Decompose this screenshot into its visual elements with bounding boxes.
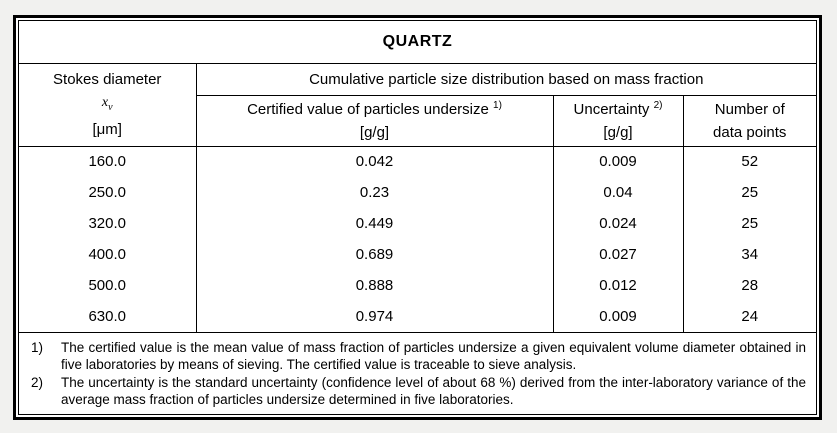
cell-diameter: 160.0 [19,146,197,177]
footnote-2-text: The uncertainty is the standard uncertai… [61,374,806,407]
cell-certified-value: 0.23 [196,177,554,208]
uncertainty-unit: [g/g] [603,123,633,141]
cell-diameter: 630.0 [19,301,197,332]
table-row: 630.0 0.974 0.009 24 [19,301,816,332]
header-row-2: Certified value of particles undersize 1… [19,95,816,147]
cell-diameter: 250.0 [19,177,197,208]
cell-certified-value: 0.449 [196,208,554,239]
table-title: QUARTZ [19,21,816,64]
cell-diameter: 320.0 [19,208,197,239]
cell-diameter: 500.0 [19,270,197,301]
footnotes-section: 1) The certified value is the mean value… [19,331,816,414]
particle-size-table: QUARTZ Stokes diameter xv [μm] Cumulativ… [19,21,816,414]
header-group-label: Cumulative particle size distribution ba… [196,63,816,96]
uncertainty-footnote-ref: 2) [653,99,663,111]
header-number-of-data-points: Number of data points [683,95,816,147]
cell-data-points: 25 [741,215,759,232]
header-row-1: Stokes diameter xv [μm] Cumulative parti… [19,63,816,147]
cell-certified-value: 0.689 [196,239,554,270]
certified-footnote-ref: 1) [493,99,502,111]
stokes-symbol-subscript: v [108,101,113,113]
table-row: 320.0 0.449 0.024 25 [19,208,816,239]
cell-data-points: 28 [741,277,759,294]
cell-data-points: 24 [741,307,759,325]
cell-data-points: 34 [741,246,759,263]
cell-uncertainty: 0.009 [553,146,684,177]
header-certified-value: Certified value of particles undersize 1… [196,95,554,147]
stokes-label: Stokes diameter [53,71,162,89]
table-row: 250.0 0.23 0.04 25 [19,177,816,208]
certified-unit: [g/g] [359,123,390,141]
uncertainty-label: Uncertainty [573,100,650,118]
header-stokes-diameter: Stokes diameter xv [μm] [19,63,197,147]
cell-uncertainty: 0.012 [553,270,684,301]
cell-uncertainty: 0.009 [553,301,684,332]
stokes-symbol: xv [19,92,196,119]
title-row: QUARTZ [19,21,816,64]
header-uncertainty: Uncertainty 2) [g/g] [553,95,684,147]
table-row: 160.0 0.042 0.009 52 [19,146,816,177]
cell-diameter: 400.0 [19,239,197,270]
certified-label-line: Certified value of particles undersize 1… [197,98,553,121]
uncertainty-label-line: Uncertainty 2) [554,98,683,121]
table-inner-border: QUARTZ Stokes diameter xv [μm] Cumulativ… [18,20,817,415]
footnote-1: 1) The certified value is the mean value… [24,339,806,373]
quartz-table: QUARTZ Stokes diameter xv [μm] Cumulativ… [13,15,822,420]
datapoints-label-line2: data points [713,123,787,141]
cell-certified-value: 0.042 [196,146,554,177]
cell-data-points: 52 [741,153,759,171]
footnote-1-marker: 1) [31,339,44,355]
certified-label: Certified value of particles undersize [247,100,489,118]
table-row: 500.0 0.888 0.012 28 [19,270,816,301]
stokes-unit: [μm] [92,120,122,138]
cell-certified-value: 0.888 [196,270,554,301]
cell-uncertainty: 0.024 [553,208,684,239]
footnote-1-text: The certified value is the mean value of… [61,339,806,372]
stokes-symbol-x: x [101,95,109,111]
cell-uncertainty: 0.027 [553,239,684,270]
footnotes-row: 1) The certified value is the mean value… [19,331,816,414]
table-row: 400.0 0.689 0.027 34 [19,239,816,270]
cell-certified-value: 0.974 [196,301,554,332]
datapoints-label-line1: Number of [714,100,785,118]
cell-uncertainty: 0.04 [553,177,684,208]
cell-data-points: 25 [741,184,759,201]
footnote-2-marker: 2) [31,374,44,390]
footnote-2: 2) The uncertainty is the standard uncer… [24,374,806,408]
